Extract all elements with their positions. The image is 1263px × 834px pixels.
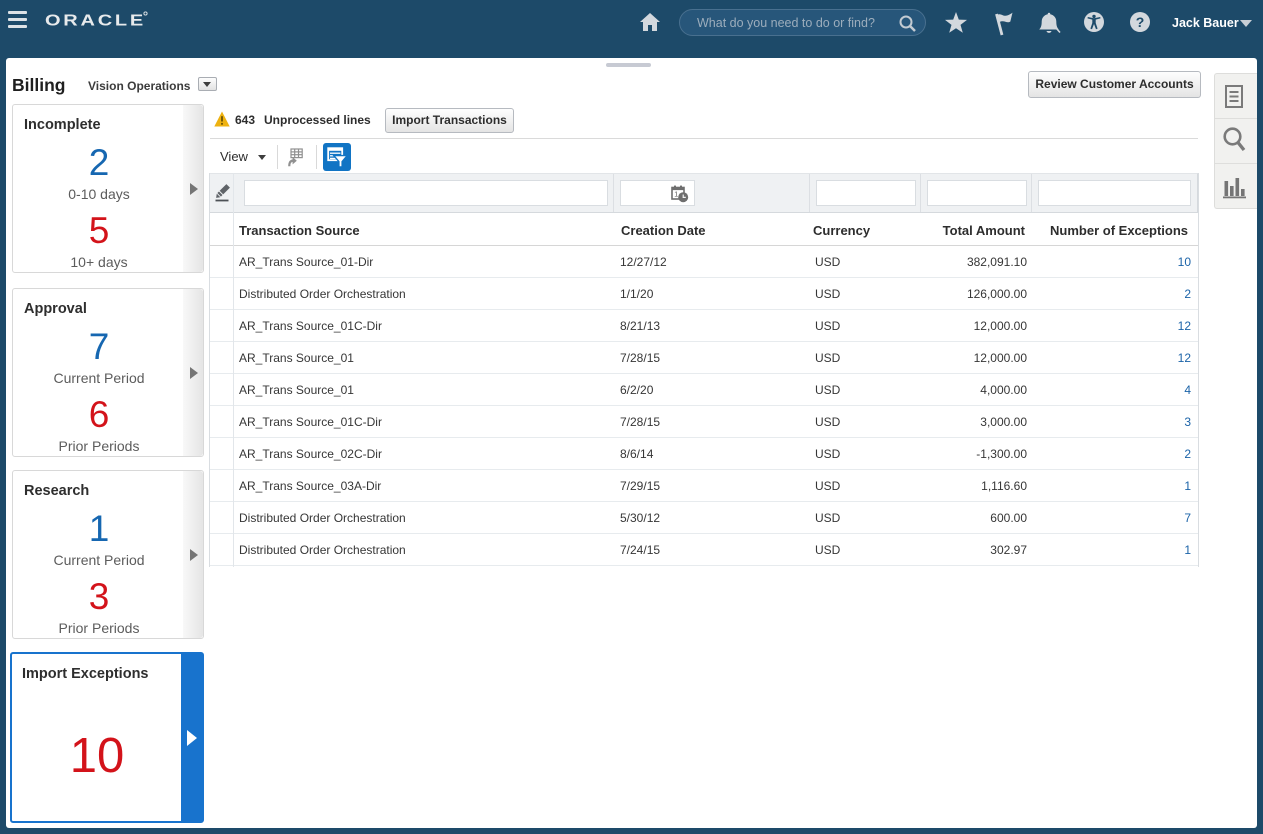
svg-text:1: 1	[674, 192, 678, 199]
svg-text:?: ?	[1136, 14, 1145, 30]
svg-text:ORACLE: ORACLE	[45, 11, 146, 29]
